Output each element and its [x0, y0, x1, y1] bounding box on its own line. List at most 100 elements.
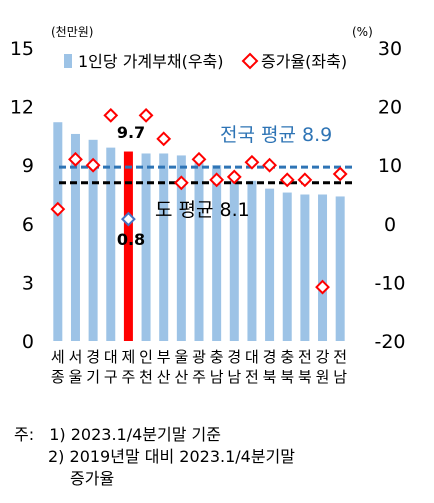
bar	[247, 180, 257, 341]
diamond-marker	[85, 157, 101, 173]
bar	[282, 192, 292, 341]
diamond-marker	[209, 172, 225, 188]
category-label-top: 충	[280, 348, 294, 366]
category-label-bottom: 남	[210, 368, 224, 386]
right-axis: -20 -10 0 10 20 30	[374, 38, 405, 353]
footnote-1-text: 1) 2023.1/4분기말 기준	[49, 425, 221, 444]
bar	[106, 147, 116, 341]
left-tick-label: 6	[22, 214, 34, 236]
diamond-marker	[191, 151, 207, 167]
category-label-top: 부	[157, 348, 171, 366]
bar	[265, 188, 275, 341]
left-tick-label: 12	[10, 97, 34, 119]
bar	[88, 139, 98, 341]
left-tick-label: 3	[22, 272, 34, 294]
bar	[141, 153, 151, 341]
bar	[300, 194, 310, 341]
highlight-bar-value: 9.7	[117, 123, 145, 142]
bar	[159, 153, 169, 341]
category-label-bottom: 천	[139, 368, 153, 386]
diamond-marker	[120, 211, 136, 227]
category-label-bottom: 북	[263, 368, 277, 386]
bar	[335, 196, 345, 341]
national-average-label: 전국 평균 8.9	[220, 124, 332, 146]
category-label-top: 전	[298, 348, 312, 366]
left-tick-label: 0	[22, 331, 34, 353]
diamond-marker	[138, 107, 154, 123]
right-tick-label: -20	[374, 331, 405, 353]
legend-diamond-icon	[241, 52, 259, 70]
diamond-marker	[315, 279, 330, 295]
bar	[53, 122, 63, 341]
bar	[212, 165, 222, 341]
category-label-top: 경	[263, 348, 277, 366]
category-label-top: 경	[86, 348, 100, 366]
footnotes: 주: 1) 2023.1/4분기말 기준 2) 2019년말 대비 2023.1…	[14, 424, 295, 490]
category-label-bottom: 기	[86, 368, 100, 386]
category-label-top: 대	[104, 348, 118, 366]
footnote-2: 2) 2019년말 대비 2023.1/4분기말	[48, 447, 295, 466]
legend-marker-label: 증가율(좌축)	[261, 52, 347, 71]
category-label-bottom: 남	[333, 368, 347, 386]
diamond-marker	[173, 175, 189, 191]
right-tick-label: -10	[374, 272, 405, 294]
right-tick-label: 10	[378, 155, 402, 177]
bar	[318, 194, 328, 341]
left-tick-label: 9	[22, 155, 34, 177]
bar	[194, 163, 204, 341]
category-label-bottom: 종	[51, 368, 65, 386]
footnote-prefix: 주:	[14, 425, 35, 444]
diamond-marker	[262, 157, 278, 173]
left-axis-unit: (천만원)	[51, 24, 93, 39]
category-label-bottom: 남	[227, 368, 241, 386]
bar-series	[53, 122, 345, 341]
diamond-marker	[103, 107, 119, 123]
category-label-top: 강	[316, 348, 330, 366]
diamond-marker	[68, 151, 83, 167]
right-tick-label: 0	[384, 214, 396, 236]
category-label-bottom: 북	[280, 368, 294, 386]
category-label-top: 전	[333, 348, 347, 366]
category-label-top: 제	[122, 348, 136, 366]
category-label-bottom: 북	[298, 368, 312, 386]
right-tick-label: 20	[378, 97, 402, 119]
province-average-label: 도 평균 8.1	[155, 199, 250, 221]
category-label-top: 충	[210, 348, 224, 366]
diamond-marker	[156, 131, 172, 147]
right-axis-unit: (%)	[352, 25, 373, 39]
marker-series	[50, 107, 348, 295]
category-label-bottom: 원	[316, 368, 330, 386]
diamond-marker	[50, 201, 66, 217]
highlight-point-value: 0.8	[117, 230, 145, 249]
legend-bar-swatch	[64, 54, 72, 68]
diamond-marker	[297, 172, 313, 188]
left-tick-label: 15	[10, 38, 34, 60]
category-label-top: 서	[69, 348, 83, 366]
category-label-top: 인	[139, 348, 153, 366]
footnote-1: 주: 1) 2023.1/4분기말 기준	[14, 424, 295, 446]
legend: 1인당 가계부채(우축) 증가율(좌축)	[64, 52, 347, 71]
bar	[70, 133, 80, 341]
category-label-bottom: 주	[122, 368, 136, 386]
category-label-bottom: 전	[245, 368, 259, 386]
category-label-top: 울	[174, 348, 188, 366]
diamond-marker	[244, 154, 260, 170]
bar	[123, 151, 133, 341]
category-label-bottom: 주	[192, 368, 206, 386]
category-label-top: 대	[245, 348, 259, 366]
diamond-marker	[332, 166, 348, 182]
legend-bar-label: 1인당 가계부채(우축)	[78, 52, 224, 71]
category-label-bottom: 구	[104, 368, 118, 386]
bar	[176, 155, 186, 341]
diamond-marker	[279, 172, 295, 188]
category-label-top: 광	[192, 348, 206, 366]
category-label-top: 경	[227, 348, 241, 366]
diamond-marker	[226, 169, 242, 185]
category-label-bottom: 울	[69, 368, 83, 386]
footnote-3: 증가율	[70, 469, 115, 488]
category-label-bottom: 산	[174, 368, 188, 386]
category-label-bottom: 산	[157, 368, 171, 386]
bar	[229, 174, 239, 341]
